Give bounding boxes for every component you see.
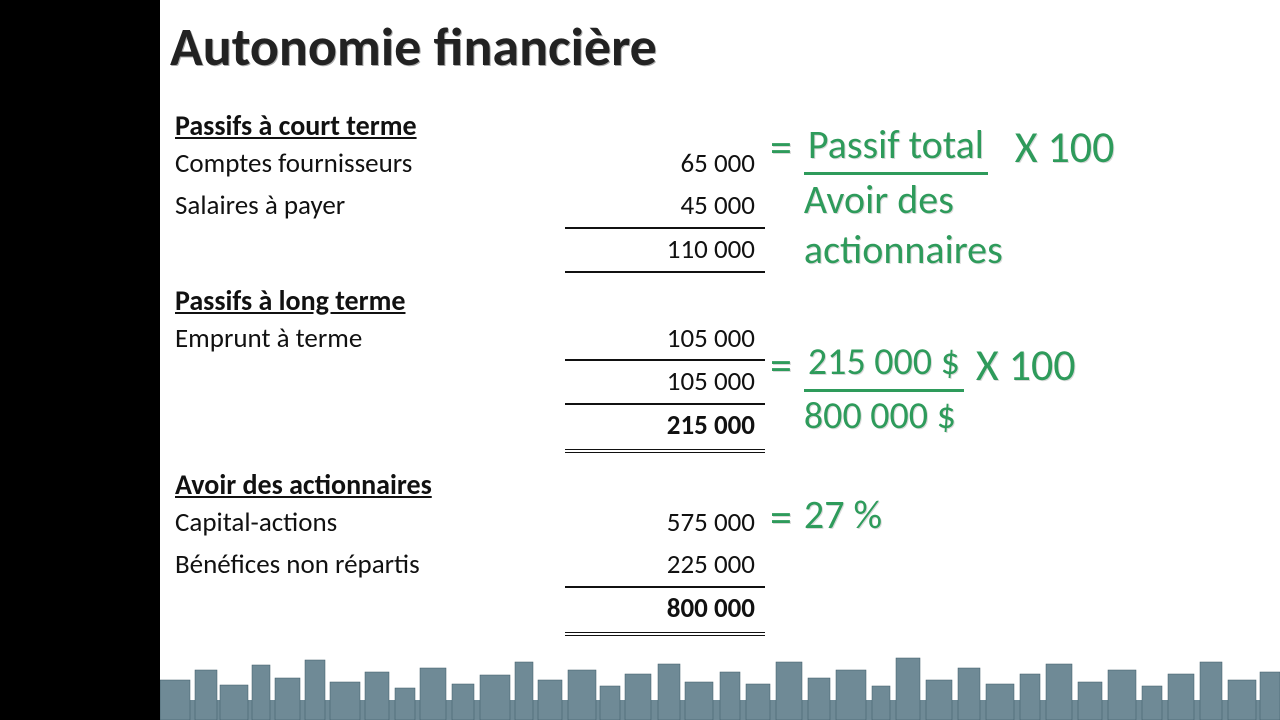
subtotal-value: 110 000: [565, 229, 765, 273]
section-header-passifs-court: Passifs à court terme: [175, 108, 765, 143]
row-label: Salaires à payer: [175, 185, 565, 229]
grand-total-row: 800 000: [175, 588, 765, 636]
grand-total-row: 215 000: [175, 405, 765, 453]
slide-title: Autonomie financière: [170, 14, 657, 80]
section-header-passifs-long: Passifs à long terme: [175, 283, 765, 318]
equals-sign: =: [770, 338, 792, 392]
grand-total-value: 800 000: [565, 588, 765, 636]
formula-generic: = Passif total Avoir des actionnaires X …: [770, 120, 1114, 275]
row-value: 45 000: [565, 185, 765, 229]
row-value: 105 000: [565, 318, 765, 362]
row-label: Comptes fournisseurs: [175, 143, 565, 185]
video-letterbox-left: [0, 0, 160, 720]
subtotal-row: 110 000: [175, 229, 765, 273]
table-row: Capital-actions 575 000: [175, 502, 765, 544]
row-value: 225 000: [565, 544, 765, 588]
formula-numerator: 215 000 $: [804, 338, 964, 392]
equals-sign: =: [770, 120, 792, 174]
formula-denominator-line1: Avoir des: [804, 175, 954, 225]
table-row: Bénéfices non répartis 225 000: [175, 544, 765, 588]
row-value: 65 000: [565, 143, 765, 185]
subtotal-row: 105 000: [175, 361, 765, 405]
formula-numerator: Passif total: [804, 120, 988, 175]
grand-total-value: 215 000: [565, 405, 765, 453]
table-row: Salaires à payer 45 000: [175, 185, 765, 229]
formula-result: = 27 %: [770, 490, 882, 544]
balance-sheet: Passifs à court terme Comptes fournisseu…: [175, 102, 765, 636]
table-row: Comptes fournisseurs 65 000: [175, 143, 765, 185]
row-label: Emprunt à terme: [175, 318, 565, 362]
times-100: X 100: [976, 338, 1076, 392]
formula-numeric: = 215 000 $ 800 000 $ X 100: [770, 338, 1076, 442]
row-label: Capital-actions: [175, 502, 565, 544]
table-row: Emprunt à terme 105 000: [175, 318, 765, 362]
equals-sign: =: [770, 490, 792, 544]
slide: Autonomie financière Passifs à court ter…: [160, 0, 1280, 720]
subtotal-value: 105 000: [565, 361, 765, 405]
row-value: 575 000: [565, 502, 765, 544]
times-100: X 100: [1015, 120, 1115, 174]
section-header-avoir: Avoir des actionnaires: [175, 467, 765, 502]
formula-denominator: 800 000 $: [804, 392, 956, 441]
row-label: Bénéfices non répartis: [175, 544, 565, 588]
result-value: 27 %: [804, 490, 882, 540]
skyline-decoration: [160, 650, 1280, 720]
formula-denominator-line2: actionnaires: [804, 225, 1003, 275]
